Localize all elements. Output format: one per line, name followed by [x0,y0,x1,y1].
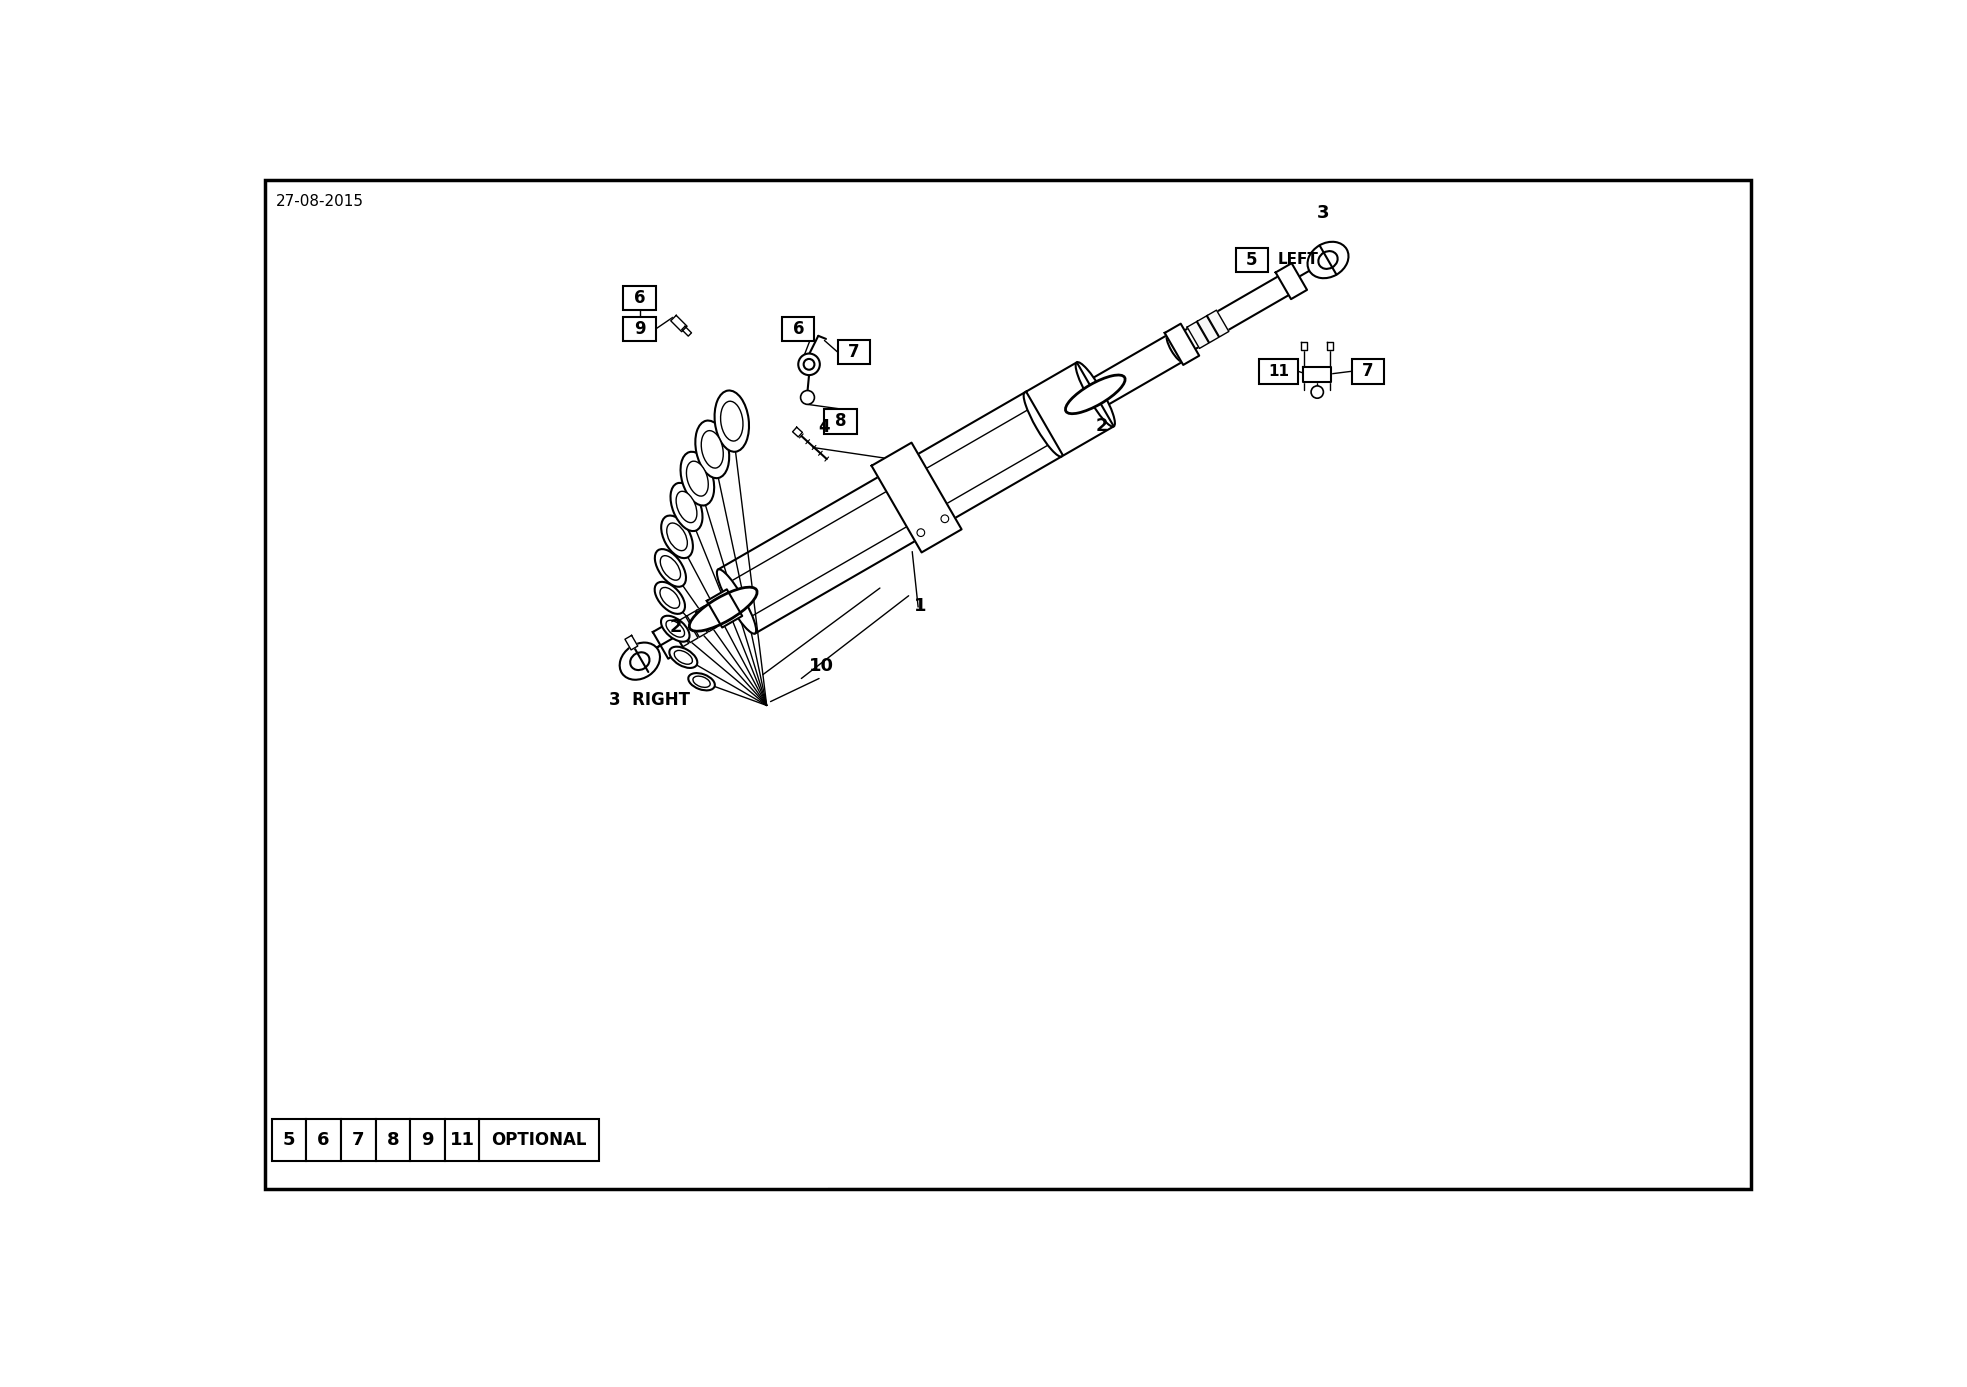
Polygon shape [1088,334,1182,408]
Polygon shape [706,589,742,627]
Text: 9: 9 [633,320,645,338]
Ellipse shape [702,430,724,467]
Ellipse shape [661,516,692,558]
Ellipse shape [714,391,749,452]
Ellipse shape [1308,241,1349,279]
Ellipse shape [688,587,757,631]
Ellipse shape [720,401,744,441]
Text: 3  RIGHT: 3 RIGHT [610,691,690,709]
Text: 4: 4 [818,417,830,436]
Ellipse shape [686,460,708,497]
Ellipse shape [1166,334,1184,362]
Polygon shape [871,442,962,552]
Polygon shape [696,606,716,632]
Polygon shape [671,315,686,331]
Ellipse shape [940,515,948,523]
Text: 11: 11 [1269,363,1288,379]
Bar [480,1119,598,1161]
Polygon shape [1027,362,1113,455]
Ellipse shape [661,588,681,609]
Ellipse shape [671,483,702,531]
Text: 2: 2 [669,617,683,635]
Polygon shape [793,427,803,437]
Ellipse shape [805,359,814,370]
Polygon shape [686,612,708,637]
Polygon shape [669,621,688,648]
Ellipse shape [661,556,681,580]
Polygon shape [683,326,692,336]
Text: LEFT: LEFT [1279,252,1318,268]
Ellipse shape [667,620,685,637]
Text: 11: 11 [450,1132,474,1148]
Polygon shape [1304,366,1332,381]
Ellipse shape [694,420,730,479]
Polygon shape [626,635,637,651]
Polygon shape [679,617,698,642]
Ellipse shape [917,528,924,537]
Bar [445,1119,480,1161]
Text: 8: 8 [387,1132,399,1148]
Ellipse shape [655,549,686,587]
Polygon shape [1300,343,1308,350]
Text: 2: 2 [1096,417,1107,436]
Bar [411,1119,445,1161]
Ellipse shape [1318,251,1338,269]
Bar [340,1119,376,1161]
Bar [624,316,655,341]
Ellipse shape [1076,362,1115,427]
Text: 5: 5 [1245,251,1257,269]
Polygon shape [1277,264,1306,300]
Bar [1259,359,1298,384]
Text: 7: 7 [1363,362,1373,380]
Ellipse shape [692,675,710,688]
Polygon shape [1208,311,1229,337]
Text: 6: 6 [633,288,645,307]
Text: 10: 10 [808,657,834,675]
Ellipse shape [629,652,649,670]
Ellipse shape [677,491,696,523]
Text: 27-08-2015: 27-08-2015 [275,194,364,209]
Circle shape [801,391,814,405]
Polygon shape [1184,276,1288,350]
Text: 6: 6 [793,320,805,338]
Bar [376,1119,411,1161]
Bar [838,340,869,365]
Text: 6: 6 [317,1132,330,1148]
Text: 3: 3 [1316,204,1330,222]
Text: 5: 5 [283,1132,295,1148]
Ellipse shape [1066,374,1125,413]
Bar [307,1119,340,1161]
Polygon shape [653,623,685,659]
Ellipse shape [655,581,685,614]
Polygon shape [671,605,720,645]
Text: 7: 7 [848,343,860,361]
Bar [824,409,858,434]
Ellipse shape [669,646,698,669]
Bar [1235,248,1269,272]
Bar [783,316,814,341]
Ellipse shape [681,452,714,505]
Circle shape [1312,386,1324,398]
Polygon shape [1328,343,1334,350]
Ellipse shape [716,569,755,634]
Bar [1351,359,1385,384]
Polygon shape [1164,323,1200,365]
Polygon shape [1198,316,1220,343]
Polygon shape [1188,322,1210,348]
Text: 1: 1 [915,596,926,614]
Ellipse shape [620,642,661,680]
Text: 7: 7 [352,1132,364,1148]
Ellipse shape [688,673,714,691]
Text: 8: 8 [834,412,846,430]
Bar [271,1119,307,1161]
Ellipse shape [799,354,820,374]
Ellipse shape [667,523,686,551]
Polygon shape [718,393,1062,634]
Text: OPTIONAL: OPTIONAL [492,1132,586,1148]
Ellipse shape [1023,393,1062,456]
Bar [624,286,655,311]
Ellipse shape [661,616,690,642]
Text: 9: 9 [421,1132,435,1148]
Ellipse shape [675,651,692,664]
